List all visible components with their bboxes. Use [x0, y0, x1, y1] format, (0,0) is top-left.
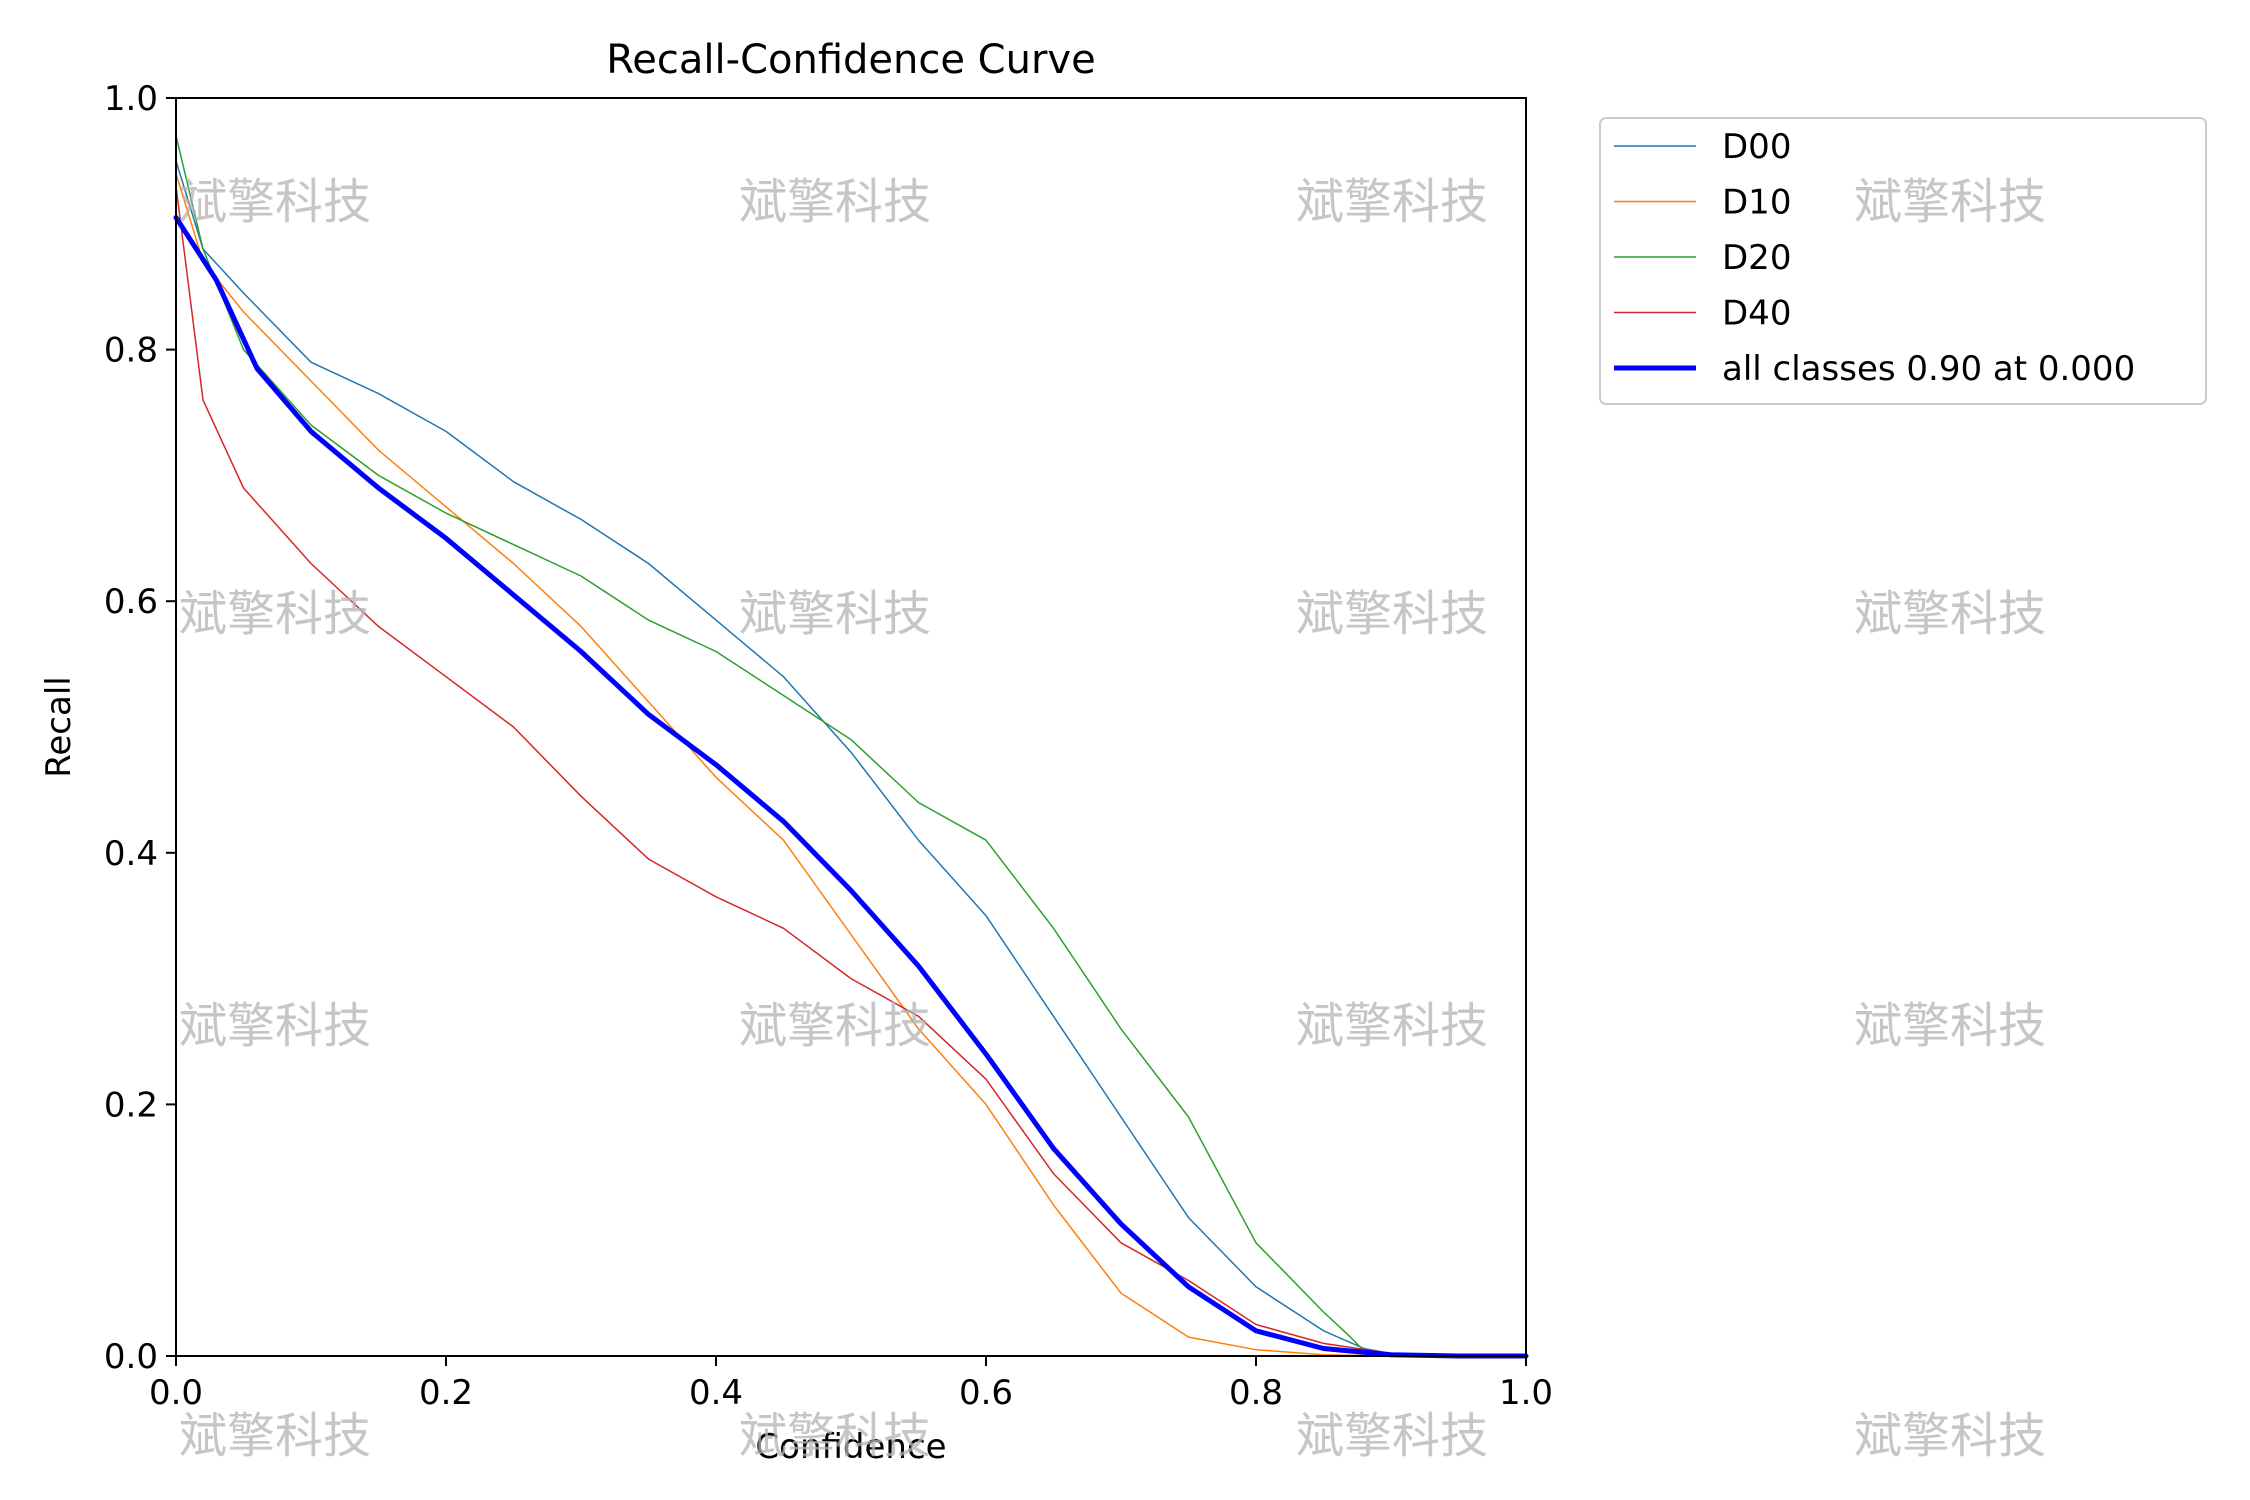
series-line-d40 — [175, 185, 1527, 1357]
watermark-text: 斌擎科技 — [179, 586, 371, 642]
legend-label: all classes 0.90 at 0.000 — [1722, 349, 2135, 389]
series-layer — [173, 134, 1529, 1359]
legend-label: D20 — [1722, 238, 1791, 278]
y-tick-label: 0.4 — [104, 834, 158, 874]
watermark-text: 斌擎科技 — [1854, 1408, 2046, 1464]
series-line-all-classes — [173, 215, 1529, 1359]
series-line-d20 — [175, 134, 1527, 1357]
x-tick-label: 1.0 — [1499, 1373, 1553, 1413]
plot-area — [173, 97, 1529, 1359]
watermark-text: 斌擎科技 — [1296, 586, 1488, 642]
y-axis-label: Recall — [39, 676, 79, 777]
legend-items: D00 D10 D20 D40 all classes 0.90 at 0.000 — [1614, 127, 2135, 389]
legend: D00 D10 D20 D40 all classes 0.90 at 0.000 — [1599, 117, 2207, 405]
series-line-d10 — [175, 172, 1527, 1357]
watermark-text: 斌擎科技 — [739, 1408, 931, 1464]
x-tick-label: 0.4 — [689, 1373, 743, 1413]
x-axis-ticks: 0.0 0.2 0.4 0.6 0.8 1.0 — [149, 1356, 1553, 1413]
y-tick-label: 0.0 — [104, 1337, 158, 1377]
y-tick-label: 1.0 — [104, 79, 158, 119]
watermark-text: 斌擎科技 — [1296, 1408, 1488, 1464]
watermark-text: 斌擎科技 — [739, 586, 931, 642]
watermark-text: 斌擎科技 — [1854, 586, 2046, 642]
y-tick-label: 0.6 — [104, 582, 158, 622]
watermark-text: 斌擎科技 — [179, 1408, 371, 1464]
watermark-text: 斌擎科技 — [1296, 174, 1488, 230]
legend-box — [1599, 117, 2207, 405]
x-tick-label: 0.2 — [419, 1373, 473, 1413]
x-tick-label: 0.8 — [1229, 1373, 1283, 1413]
x-axis-label: Confidence — [755, 1427, 946, 1467]
watermark-text: 斌擎科技 — [739, 998, 931, 1054]
watermark-text: 斌擎科技 — [1854, 998, 2046, 1054]
watermark-text: 斌擎科技 — [179, 998, 371, 1054]
watermark-text: 斌擎科技 — [739, 174, 931, 230]
y-tick-label: 0.2 — [104, 1085, 158, 1125]
legend-label: D40 — [1722, 294, 1791, 334]
axes-frame — [175, 97, 1527, 1357]
watermark-text: 斌擎科技 — [1854, 174, 2046, 230]
legend-label: D00 — [1722, 127, 1791, 167]
y-tick-label: 0.8 — [104, 331, 158, 371]
legend-label: D10 — [1722, 183, 1791, 223]
y-axis-ticks: 0.0 0.2 0.4 0.6 0.8 1.0 — [104, 79, 176, 1377]
watermark-text: 斌擎科技 — [179, 174, 371, 230]
x-tick-label: 0.6 — [959, 1373, 1013, 1413]
x-tick-label: 0.0 — [149, 1373, 203, 1413]
chart-title: Recall-Confidence Curve — [606, 37, 1095, 83]
watermark-text: 斌擎科技 — [1296, 998, 1488, 1054]
series-line-d00 — [175, 160, 1527, 1357]
